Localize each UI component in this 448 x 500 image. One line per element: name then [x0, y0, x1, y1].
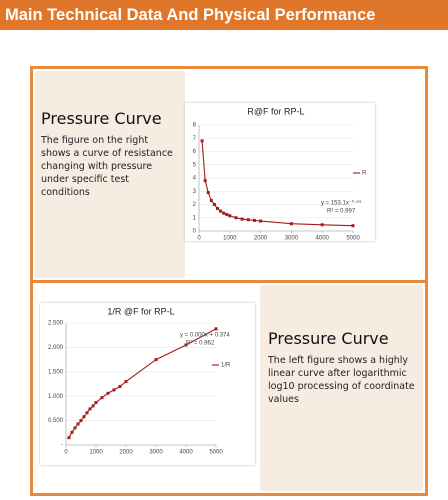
data-point — [252, 218, 256, 222]
data-point — [112, 388, 116, 392]
data-point — [106, 391, 110, 395]
panel-text: The left figure shows a highly linear cu… — [268, 355, 415, 405]
data-point — [79, 419, 83, 423]
x-tick-label: 2000 — [254, 236, 268, 241]
data-point — [200, 139, 204, 143]
data-point — [70, 430, 74, 434]
annotation: y = 0.000x + 0.374 — [180, 333, 230, 339]
data-point — [76, 422, 80, 426]
data-point — [206, 191, 210, 195]
y-tick-label: 2.500 — [48, 321, 64, 327]
data-point — [234, 216, 238, 220]
y-tick-label: - — [61, 443, 63, 449]
data-point — [88, 407, 92, 411]
y-tick-label: 2 — [193, 202, 197, 208]
x-tick-label: 2000 — [119, 450, 133, 456]
y-tick-label: 8 — [193, 123, 197, 129]
data-point — [154, 358, 158, 362]
data-point — [118, 384, 122, 388]
x-tick-label: 5000 — [346, 236, 360, 241]
panel-title: Pressure Curve — [268, 329, 389, 348]
chart: 1/R @F for RP-L - 0.500 1.000 1.500 2.000 2.50… — [40, 303, 255, 465]
data-point — [85, 411, 89, 415]
panel-title: Pressure Curve — [41, 109, 162, 128]
annotation: R² = 0.997 — [327, 209, 356, 215]
x-tick-label: 4000 — [179, 450, 193, 456]
x-tick-label: 0 — [197, 236, 201, 241]
x-tick-label: 5000 — [209, 450, 223, 456]
chart-title: 1/R @F for RP-L — [107, 306, 174, 316]
y-tick-label: 1.500 — [48, 369, 64, 375]
data-point — [214, 327, 218, 331]
data-point — [67, 436, 71, 440]
x-tick-label: 3000 — [149, 450, 163, 456]
y-tick-label: 0 — [193, 229, 197, 235]
annotation: y = 153.1x⁻⁰·⁶⁹ — [321, 200, 362, 207]
x-tick-label: 3000 — [285, 236, 299, 241]
data-point — [289, 222, 293, 226]
header-title: Main Technical Data And Physical Perform… — [0, 0, 448, 30]
data-point — [259, 219, 263, 223]
data-point — [209, 199, 213, 203]
x-tick-label: 1000 — [89, 450, 103, 456]
y-tick-label: 5 — [193, 162, 197, 168]
data-point — [222, 211, 226, 215]
x-tick-label: 4000 — [316, 236, 330, 241]
divider — [33, 280, 425, 283]
panel-text: The figure on the right shows a curve of… — [41, 135, 173, 198]
y-tick-label: 2.000 — [48, 345, 64, 351]
data-point — [225, 212, 229, 216]
y-tick-label: 6 — [193, 149, 197, 155]
data-point — [91, 404, 95, 408]
legend-label: 1/R — [221, 363, 231, 369]
y-tick-label: 7 — [193, 136, 197, 142]
data-point — [240, 217, 244, 221]
data-point — [203, 179, 207, 183]
text-panel: Pressure Curve The figure on the right s… — [35, 71, 185, 278]
data-point — [94, 401, 98, 405]
data-point — [320, 223, 324, 227]
data-point — [219, 209, 223, 213]
data-point — [100, 396, 104, 400]
chart: R@F for RP-L 0 1 2 3 4 5 6 7 8 0 1000 2000 3000 4000 50… — [185, 103, 375, 241]
y-tick-label: 1 — [193, 215, 197, 221]
y-tick-label: 4 — [193, 176, 197, 182]
y-tick-label: 0.500 — [48, 418, 64, 424]
y-tick-label: 3 — [193, 189, 197, 195]
chart-title: R@F for RP-L — [247, 106, 304, 116]
x-tick-label: 1000 — [223, 236, 237, 241]
data-point — [184, 343, 188, 347]
data-point — [82, 415, 86, 419]
data-point — [215, 206, 219, 210]
data-point — [246, 218, 250, 222]
data-point — [73, 426, 77, 430]
text-panel: Pressure Curve The left figure shows a h… — [260, 285, 423, 491]
x-tick-label: 0 — [64, 450, 68, 456]
data-point — [228, 214, 232, 218]
y-tick-label: 1.000 — [48, 394, 64, 400]
annotation: R² = 0.962 — [186, 341, 215, 347]
data-point — [212, 203, 216, 206]
legend-label: R — [362, 171, 367, 177]
data-point — [124, 380, 128, 384]
data-point — [351, 224, 355, 228]
